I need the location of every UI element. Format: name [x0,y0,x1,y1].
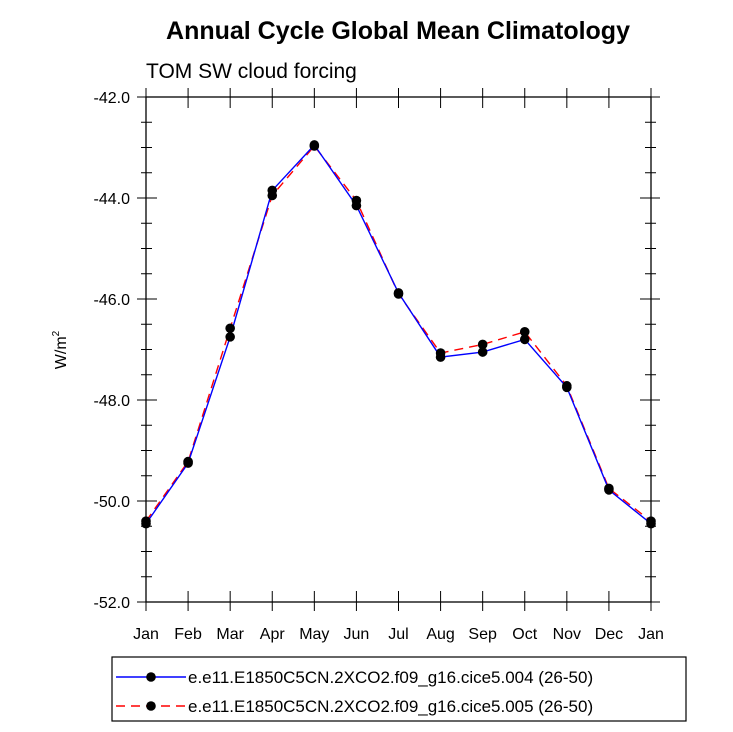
series-2-point [562,381,572,391]
series-2-point [309,141,320,151]
y-tick-label: -42.0 [94,90,131,107]
x-tick-label: Feb [174,626,202,643]
legend-label-series-1: e.e11.E1850C5CN.2XCO2.f09_g16.cice5.004 … [188,668,593,687]
x-tick-label: Jul [388,626,408,643]
y-tick-label: -44.0 [94,191,131,208]
series-2-point [267,190,278,201]
legend-marker-series-2 [146,701,156,711]
legend-marker-series-1 [146,672,156,682]
x-tick-label: Aug [426,626,454,643]
y-tick-label: -48.0 [94,393,131,410]
series-2-point [435,348,446,358]
legend: e.e11.E1850C5CN.2XCO2.f09_g16.cice5.004 … [111,656,687,722]
x-tick-label: Dec [595,626,623,643]
y-axis-label-superscript: 2 [51,330,62,336]
x-tick-label: Jan [638,626,664,643]
series-1-point [519,334,530,345]
series-2-point [477,339,488,350]
series-1-point [477,347,488,357]
x-tick-labels: Jan Feb Mar Apr May Jun Jul Aug Sep Oct Nov Dec Jan [133,626,664,643]
x-tick-label: Nov [553,626,581,643]
y-tick-label: -46.0 [94,292,131,309]
y-tick-label: -50.0 [94,494,131,511]
x-tick-label: Oct [512,626,537,643]
series-2-point [519,327,530,337]
y-tick-labels: -42.0 -44.0 -46.0 -48.0 -50.0 -52.0 [94,90,131,612]
series-line-1 [145,143,652,525]
x-tick-label: Mar [216,626,244,643]
axis-ticks [137,88,660,611]
legend-label-series-2: e.e11.E1850C5CN.2XCO2.f09_g16.cice5.005 … [188,697,593,716]
x-tick-label: Apr [260,626,286,643]
chart-subtitle: TOM SW cloud forcing [146,60,357,83]
series-2-point [351,195,362,206]
x-tick-label: Sep [468,626,497,643]
series-layer [141,140,656,529]
x-tick-label: Jun [344,626,370,643]
x-tick-label: Jan [133,626,159,643]
plot-frame [145,96,652,603]
x-tick-label: May [299,626,329,643]
y-axis-label: W/m2 [51,330,70,369]
y-tick-label: -52.0 [94,595,131,612]
chart-title: Annual Cycle Global Mean Climatology [166,17,630,45]
series-1-point [225,332,235,342]
series-line-2 [145,144,652,522]
legend-box [111,656,687,722]
series-2-point [393,289,404,299]
y-axis-label-unit: W/m [53,336,70,369]
series-2-point [225,323,235,334]
series-2-point [604,483,614,494]
series-2-point [183,456,193,467]
